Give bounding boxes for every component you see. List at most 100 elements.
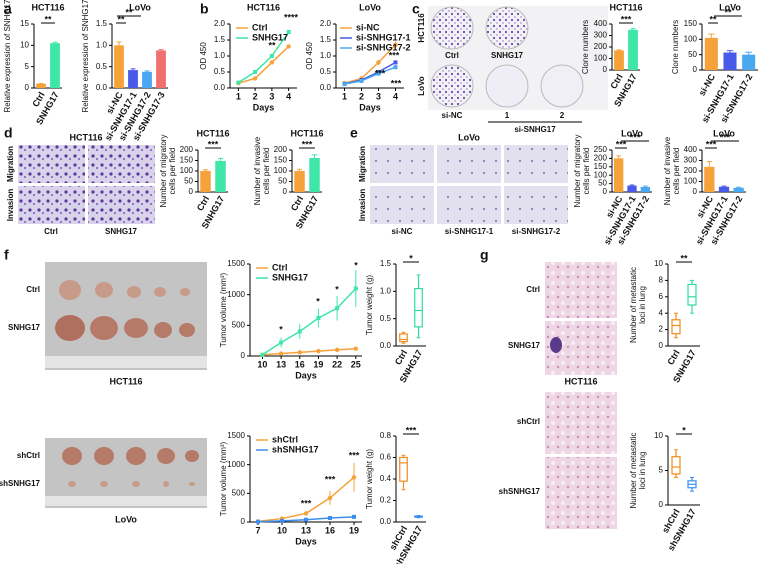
chart-title: LoVo [359,2,381,12]
significance-label: *** [301,498,312,508]
y-tick-label: 2.0 [214,19,226,28]
chart-title: HCT116 [247,2,280,12]
bar [614,158,624,192]
row-label: HCT116 [417,13,426,43]
significance-label: *** [325,474,336,484]
y-axis-label: Relative expression of SNHG17 [81,0,90,112]
point [353,286,358,291]
y-tick-label: 0.6 [380,453,392,462]
series-line [344,44,397,84]
col-label: si-SNHG17-2 [512,227,561,236]
y-tick-label: 50 [184,177,193,186]
x-tick-label: 16 [295,359,305,369]
significance-label: ** [680,253,688,263]
y-tick-label: 0 [603,65,608,74]
series-line [262,288,357,356]
y-tick-label: 2.0 [320,19,332,28]
series-line [238,45,290,84]
y-tick-label: 500 [232,488,246,497]
point [335,306,340,311]
y-axis-label: Tumor volume (mm³) [219,272,228,347]
image [18,186,85,224]
series-line [344,66,396,85]
legend-label: shCtrl [272,434,298,444]
legend-label: si-NC [356,22,380,32]
row-label: SNHG17 [508,341,541,350]
row-label: LoVo [417,76,426,96]
bar [156,50,166,88]
row-label: shSNHG17 [0,479,41,488]
x-tick-label: 19 [313,359,323,369]
point [352,514,356,519]
y-tick-label: 100 [594,170,608,179]
tumor [59,280,81,300]
y-tick-label: 2 [659,325,664,334]
point [236,80,241,85]
box [399,333,408,343]
x-tick-label: 25 [351,359,361,369]
y-axis-label: Number of invasive [663,136,672,205]
significance-label: *** [302,139,313,149]
row-label: Ctrl [26,285,40,294]
bar [628,29,638,70]
significance-label: *** [208,139,219,149]
y-axis-label: Tumor volume (mm³) [219,441,228,516]
y-tick-label: 0.0 [214,83,226,92]
row-label: shCtrl [17,451,40,460]
image [545,262,617,318]
x-tick-label: 4 [286,91,291,101]
y-tick-label: 300 [684,156,698,165]
group-label: si-SNHG17 [514,125,556,134]
point [304,517,308,522]
significance-label: * [316,296,320,306]
y-tick-label: 1.5 [320,35,332,44]
y-tick-label: 1.0 [96,40,108,49]
col-label: si-NC [442,111,463,120]
y-tick-label: 1.0 [214,51,226,60]
significance-label: *** [630,132,641,142]
chart-title: HCT116 [609,2,642,12]
bar [142,71,152,88]
col-label: si-SNHG17-1 [445,227,494,236]
image [504,186,568,224]
x-axis-label: Days [359,102,381,112]
tumor [179,323,195,337]
point [269,60,275,65]
bar [114,45,124,88]
legend-label: SNHG17 [272,272,308,282]
y-tick-label: 1.0 [380,286,392,295]
x-axis-label: Days [253,102,275,112]
x-tick-label: 10 [277,525,287,535]
panel-letter: a [4,1,12,17]
tumor [94,447,114,465]
y-tick-label: 0 [659,341,664,350]
tumor [185,450,199,462]
y-tick-label: 100 [684,34,698,43]
point [328,515,332,520]
y-axis-label: cells per field [582,148,591,195]
y-axis-label: OD 450 [199,42,208,70]
significance-label: *** [406,425,417,435]
ruler [45,356,207,368]
well [485,64,529,108]
tumor [189,482,195,486]
transwell-images-d: HCT116 Migration Invasion Ctrl SNHG17 [6,132,155,236]
y-tick-label: 15 [20,19,29,28]
y-tick-label: 10 [20,40,29,49]
point [316,348,321,354]
image [18,145,85,183]
significance-label: *** [720,132,731,142]
image [370,145,434,183]
y-tick-label: 200 [594,154,608,163]
bar [627,185,637,192]
significance-label: *** [391,78,402,88]
y-tick-label: 0.4 [380,474,392,483]
col-label: 1 [505,111,510,120]
series-line [237,31,290,84]
bar [294,171,305,192]
tumor [126,447,146,465]
point [342,82,347,87]
bar [200,171,211,192]
y-tick-label: 1.5 [380,259,392,268]
